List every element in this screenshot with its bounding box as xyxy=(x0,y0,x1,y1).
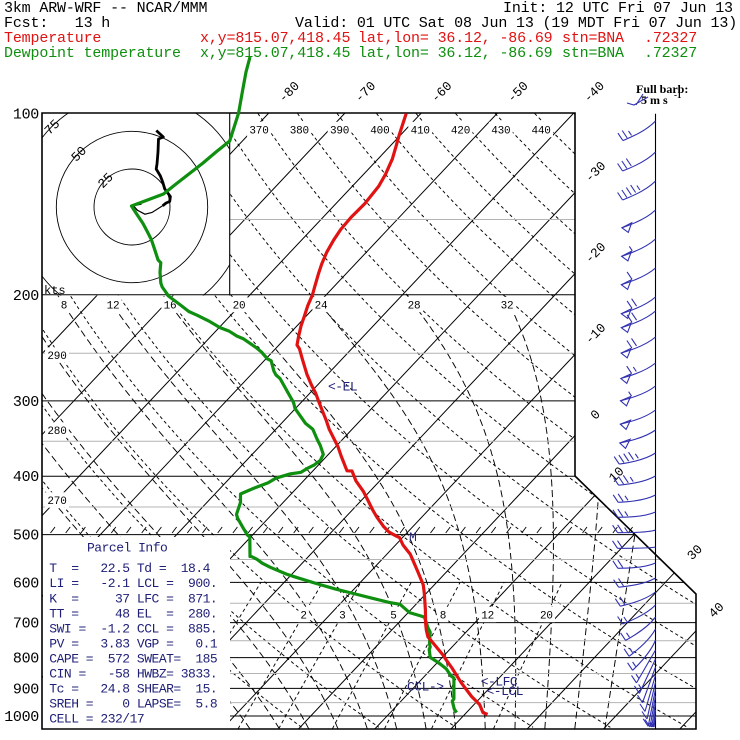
svg-text:8: 8 xyxy=(61,301,67,313)
svg-text:16: 16 xyxy=(164,301,177,313)
svg-text:100: 100 xyxy=(13,106,39,123)
svg-text:K = 37 LFC = 871.: K = 37 LFC = 871. xyxy=(49,591,217,606)
svg-text:T = 22.5 Td = 18.4: T = 22.5 Td = 18.4 xyxy=(49,561,210,576)
svg-text:380: 380 xyxy=(290,126,309,138)
svg-text:-1: -1 xyxy=(674,90,682,100)
svg-text:900: 900 xyxy=(13,681,39,698)
svg-text:12: 12 xyxy=(481,611,494,623)
svg-text:300: 300 xyxy=(13,394,39,411)
svg-text:LI = -2.1 LCL = 900.: LI = -2.1 LCL = 900. xyxy=(49,576,217,591)
svg-text:CAPE = 572 SWEAT= 185: CAPE = 572 SWEAT= 185 xyxy=(49,652,217,667)
svg-text:lat,lon= 36.12, -86.69: lat,lon= 36.12, -86.69 xyxy=(358,45,553,62)
svg-text:CELL = 232/17: CELL = 232/17 xyxy=(49,712,144,727)
svg-text:270: 270 xyxy=(47,496,66,508)
svg-text:SREH = 0 LAPSE= 5.8: SREH = 0 LAPSE= 5.8 xyxy=(49,697,217,712)
svg-text:20: 20 xyxy=(540,611,553,623)
svg-text:32: 32 xyxy=(501,301,514,313)
svg-text:Fcst: 13 h: Fcst: 13 h xyxy=(4,15,110,32)
svg-text:<-EL: <-EL xyxy=(328,380,357,395)
svg-text:440: 440 xyxy=(531,126,550,138)
svg-text:600: 600 xyxy=(13,575,39,592)
svg-text:.72327: .72327 xyxy=(644,30,697,47)
svg-text:290: 290 xyxy=(47,351,66,363)
svg-text:CCL->: CCL-> xyxy=(407,680,444,695)
svg-text:Valid: 01 UTC Sat 08 Jun 13 (1: Valid: 01 UTC Sat 08 Jun 13 (19 MDT Fri … xyxy=(295,15,737,32)
svg-text:.72327: .72327 xyxy=(644,45,697,62)
svg-text:Full barb:: Full barb: xyxy=(636,82,688,96)
svg-text:5 m s: 5 m s xyxy=(641,93,668,107)
svg-text:CIN = -58 HWBZ= 3833.: CIN = -58 HWBZ= 3833. xyxy=(49,667,217,682)
svg-text:<-LCL: <-LCL xyxy=(487,684,524,699)
svg-text:Dewpoint temperature: Dewpoint temperature xyxy=(4,45,181,62)
svg-text:370: 370 xyxy=(249,126,268,138)
svg-text:430: 430 xyxy=(491,126,510,138)
svg-text:1000: 1000 xyxy=(4,709,39,726)
svg-text:20: 20 xyxy=(233,301,246,313)
svg-text:lat,lon= 36.12, -86.69: lat,lon= 36.12, -86.69 xyxy=(358,30,553,47)
svg-text:400: 400 xyxy=(13,469,39,486)
svg-text:800: 800 xyxy=(13,651,39,668)
svg-text:2: 2 xyxy=(300,611,306,623)
svg-text:SWI = -1.2 CCL = 885.: SWI = -1.2 CCL = 885. xyxy=(49,621,217,636)
svg-text:kts: kts xyxy=(44,284,66,298)
svg-text:390: 390 xyxy=(330,126,349,138)
svg-text:200: 200 xyxy=(13,288,39,305)
svg-text:Temperature: Temperature xyxy=(4,30,101,47)
svg-text:Tc = 24.8 SHEAR= 15.: Tc = 24.8 SHEAR= 15. xyxy=(49,682,217,697)
svg-text:420: 420 xyxy=(451,126,470,138)
svg-text:410: 410 xyxy=(411,126,430,138)
svg-text:24: 24 xyxy=(315,301,328,313)
svg-text:Init: 12 UTC Fri 07 Jun 13: Init: 12 UTC Fri 07 Jun 13 xyxy=(503,0,733,17)
svg-text:5: 5 xyxy=(390,611,396,623)
svg-text:400: 400 xyxy=(370,126,389,138)
svg-text:Parcel Info: Parcel Info xyxy=(87,541,167,556)
svg-text:3km ARW-WRF -- NCAR/MMM: 3km ARW-WRF -- NCAR/MMM xyxy=(4,0,208,17)
svg-text:500: 500 xyxy=(13,528,39,545)
svg-text:M: M xyxy=(409,530,416,545)
svg-text:x,y=815.07,418.45: x,y=815.07,418.45 xyxy=(200,30,350,47)
svg-text:x,y=815.07,418.45: x,y=815.07,418.45 xyxy=(200,45,350,62)
svg-text:stn=BNA: stn=BNA xyxy=(562,30,624,47)
svg-text:8: 8 xyxy=(440,611,446,623)
svg-text:PV = 3.83 VGP = 0.1: PV = 3.83 VGP = 0.1 xyxy=(49,637,218,652)
svg-text:<-LFC: <-LFC xyxy=(481,675,518,690)
svg-text:12: 12 xyxy=(107,301,120,313)
svg-text:stn=BNA: stn=BNA xyxy=(562,45,624,62)
svg-text:TT = 48 EL = 280.: TT = 48 EL = 280. xyxy=(49,606,217,621)
svg-text:280: 280 xyxy=(47,426,66,438)
svg-text:3: 3 xyxy=(339,611,345,623)
svg-text:28: 28 xyxy=(408,301,421,313)
svg-text:700: 700 xyxy=(13,616,39,633)
